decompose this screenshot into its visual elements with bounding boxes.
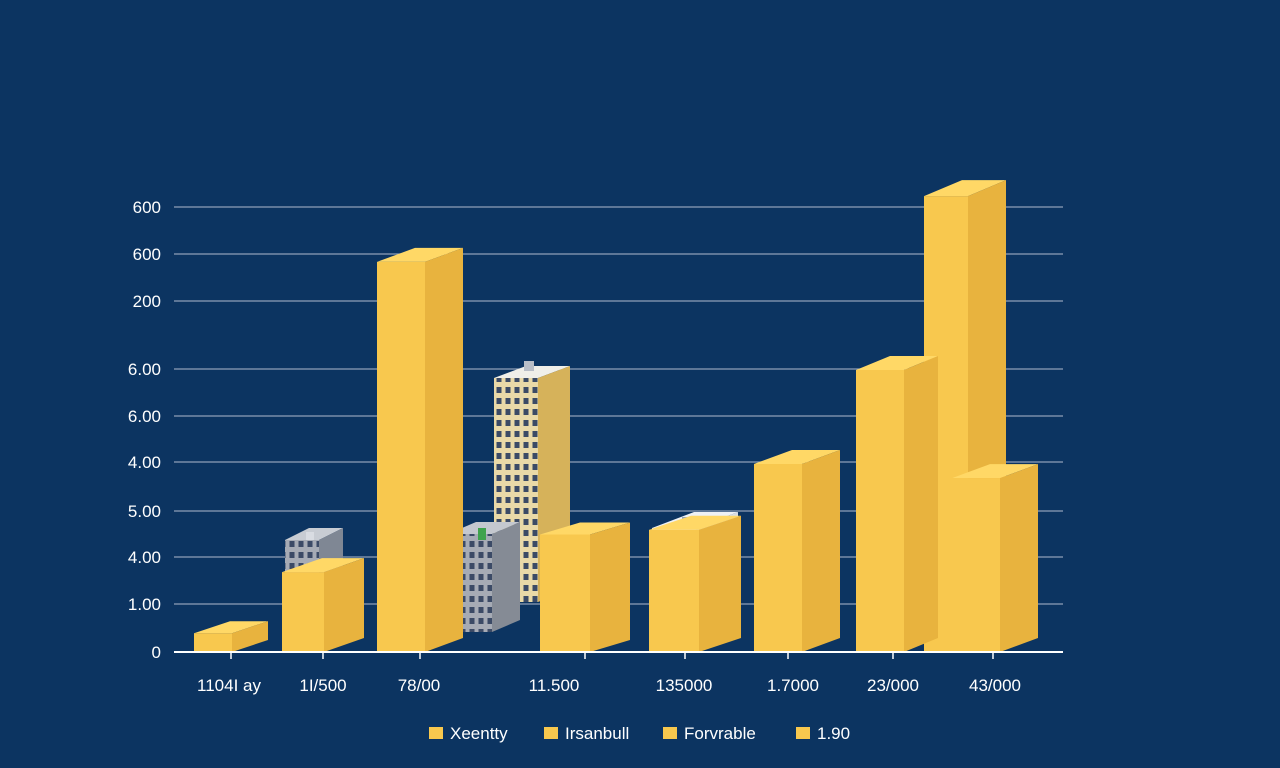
bar-face: [377, 261, 425, 652]
x-category-label: 11.500: [529, 676, 580, 695]
x-category-label: 78/00: [398, 676, 441, 695]
y-axis-ticks: 0 1.00 4.00 5.00 4.00 6.00 6.00 200 600 600: [128, 198, 161, 662]
legend-item: Xeentty: [429, 724, 508, 743]
y-tick-label: 6.00: [128, 360, 161, 379]
y-tick-label: 4.00: [128, 548, 161, 567]
legend-swatch: [663, 727, 677, 739]
y-tick-label: 5.00: [128, 502, 161, 521]
legend-item: Forvrable: [663, 724, 756, 743]
bar-face: [649, 529, 699, 652]
bar-side: [802, 450, 840, 652]
bar-top: [377, 247, 463, 262]
legend-label: Irsanbull: [565, 724, 629, 743]
bar-side: [904, 356, 938, 652]
bar-top: [540, 522, 630, 535]
bar-s1-7: [952, 464, 1038, 652]
legend-label: Forvrable: [684, 724, 756, 743]
legend-label: 1.90: [817, 724, 850, 743]
bar-side: [324, 558, 364, 652]
bar-s1-5: [754, 450, 840, 652]
bar-top: [856, 356, 938, 370]
bar-s1-0: [194, 621, 268, 652]
bar-side: [232, 621, 268, 652]
legend-label: Xeentty: [450, 724, 508, 743]
legend-item: Irsanbull: [544, 724, 629, 743]
bar-face: [856, 370, 904, 652]
bar-top: [952, 464, 1038, 479]
bar-top: [194, 621, 268, 634]
bar-s1-1: [282, 558, 364, 652]
x-category-label: 1104I ay: [197, 676, 261, 695]
bars: [194, 180, 1038, 652]
y-tick-label: 4.00: [128, 453, 161, 472]
bar-side: [425, 247, 463, 652]
y-tick-label: 200: [133, 292, 161, 311]
bar-face: [540, 534, 590, 652]
y-tick-label: 600: [133, 198, 161, 217]
x-category-label: 1.7000: [767, 676, 819, 695]
y-tick-label: 0: [152, 643, 161, 662]
bar-s1-3: [540, 522, 630, 652]
legend-swatch: [429, 727, 443, 739]
bar-face: [952, 478, 1000, 652]
bar-s1-6: [856, 356, 938, 652]
bar-top: [282, 558, 364, 573]
bar-side: [699, 515, 741, 652]
bar-face: [754, 464, 802, 652]
bar-top: [649, 515, 741, 530]
y-tick-label: 6.00: [128, 407, 161, 426]
x-category-label: 135000: [656, 676, 713, 695]
bar-side: [1000, 464, 1038, 652]
bar-top: [924, 180, 1006, 197]
bar-face: [282, 572, 324, 652]
legend-swatch: [796, 727, 810, 739]
x-category-label: 23/000: [867, 676, 919, 695]
bar-side: [590, 522, 630, 652]
y-tick-label: 600: [133, 245, 161, 264]
legend: Xeentty Irsanbull Forvrable 1.90: [429, 724, 850, 743]
x-category-label: 1I/500: [299, 676, 346, 695]
x-axis-category-labels: 1104I ay 1I/500 78/00 11.500 135000 1.7000 23/…: [197, 676, 1021, 695]
y-tick-label: 1.00: [128, 595, 161, 614]
legend-item: 1.90: [796, 724, 850, 743]
bar-s1-4: [649, 515, 741, 652]
bar-s1-2: [377, 247, 463, 652]
x-axis: [174, 651, 1063, 659]
x-category-label: 43/000: [969, 676, 1021, 695]
bar-top: [754, 450, 840, 464]
legend-swatch: [544, 727, 558, 739]
bar-face: [194, 633, 232, 652]
